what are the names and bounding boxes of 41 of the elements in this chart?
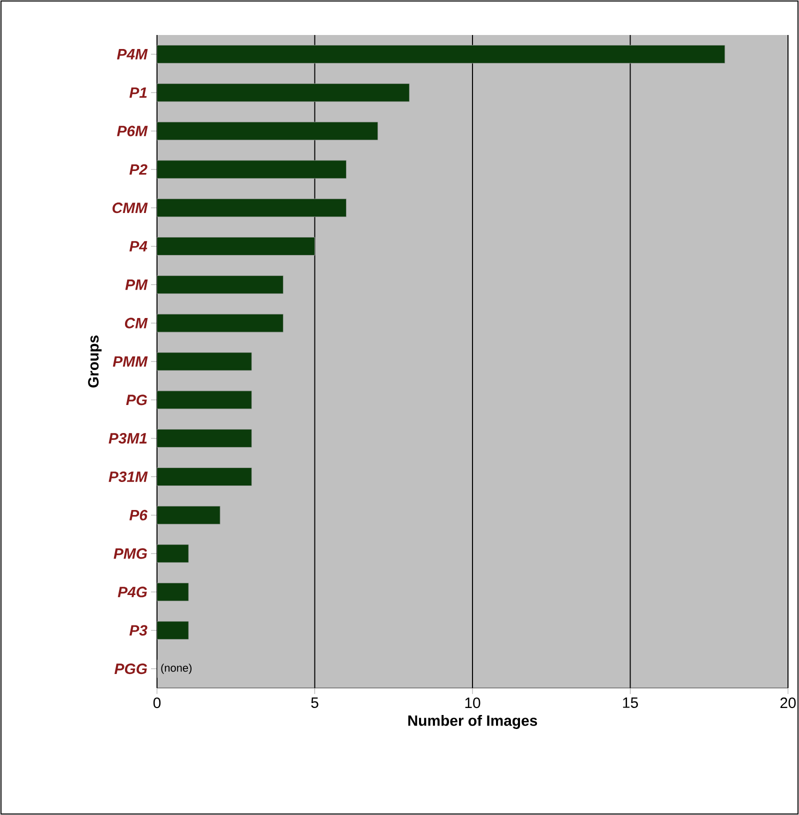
y-tick-label: PMG [114,548,148,559]
bar [157,621,189,640]
x-tick-label: 0 [153,698,161,708]
bar [157,122,378,140]
y-tick-label: CMM [112,202,148,214]
y-tick-label: CM [124,318,148,328]
bar [157,275,284,294]
x-tick-label: 20 [780,698,796,708]
y-tick-label: P4G [118,586,148,598]
y-tick-label: P4 [129,241,148,252]
y-tick-label: PG [126,394,148,406]
x-tick-label: 5 [311,698,318,708]
y-tick-label: P3 [129,625,148,636]
bar [157,582,189,602]
bar [157,429,252,448]
y-tick-label: P31M [108,471,148,482]
y-tick-label: P6 [129,510,148,520]
bar [157,544,189,563]
y-tick-label: P1 [129,87,147,98]
y-tick-label: P2 [129,164,148,175]
y-tick-label: P6M [117,126,148,136]
x-axis-title: Number of Images [408,714,538,729]
bar [157,45,726,64]
y-tick-label: PMM [112,356,148,367]
y-axis-title: Groups [88,336,102,388]
bar [157,237,315,256]
x-tick-label: 10 [465,698,480,708]
bar [157,390,252,410]
bar [157,83,410,102]
bar [157,506,220,524]
bar [157,198,346,218]
x-tick-label: 15 [623,698,638,708]
y-tick-label: P4M [117,49,148,60]
bar [157,352,252,371]
y-tick-label: PGG [114,664,148,674]
annotation: (none) [161,664,192,674]
y-tick-label: PM [125,280,148,290]
bar [157,468,252,486]
bar [157,314,284,332]
y-tick-label: P3M1 [108,433,147,444]
bar [157,160,346,179]
